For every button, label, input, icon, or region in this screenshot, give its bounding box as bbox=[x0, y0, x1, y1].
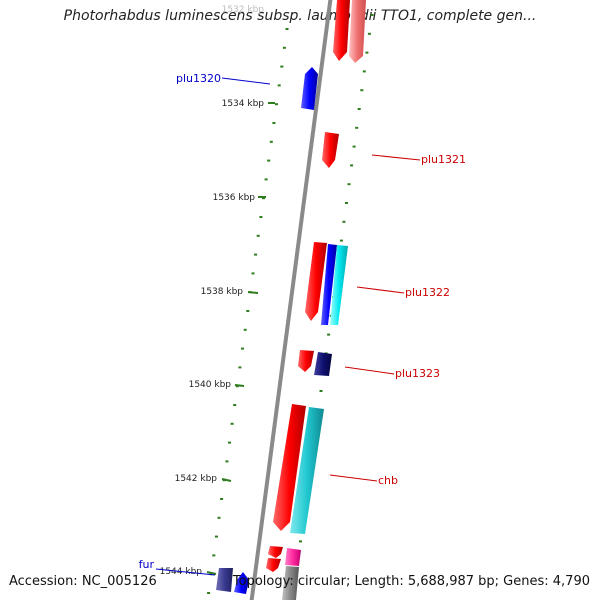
tick-dot bbox=[267, 159, 271, 162]
tick-dot bbox=[345, 202, 348, 204]
tick-dot bbox=[275, 103, 278, 106]
tick-dot bbox=[214, 535, 218, 538]
tick-dot bbox=[282, 46, 286, 49]
tick-dot bbox=[299, 540, 302, 543]
gene-label-chb[interactable]: chb bbox=[378, 474, 398, 487]
tick-dot bbox=[355, 126, 359, 129]
gene-arrow-chb-teal[interactable] bbox=[290, 407, 324, 534]
gene-arrow-bottom-red-b[interactable] bbox=[266, 558, 281, 572]
leader-lines bbox=[155, 77, 421, 576]
tick-dot bbox=[280, 65, 284, 68]
gene-label-plu1323[interactable]: plu1323 bbox=[395, 367, 440, 380]
leader-plu1323 bbox=[344, 366, 395, 375]
leader-plu1321 bbox=[371, 154, 421, 161]
tick-dot bbox=[251, 272, 255, 275]
tick-dot bbox=[272, 122, 276, 124]
gene-arrow-plu1320[interactable] bbox=[301, 67, 318, 110]
gene-arrow-top-red[interactable] bbox=[333, 0, 350, 61]
gene-arrow-fur-adjacent[interactable] bbox=[216, 568, 233, 592]
tick-label: 1542 kbp bbox=[175, 474, 218, 484]
gene-arrow-plu1322-red[interactable] bbox=[305, 242, 327, 321]
tick-dot bbox=[241, 347, 244, 350]
tick-dot bbox=[262, 197, 265, 200]
gene-label-fur[interactable]: fur bbox=[139, 558, 155, 571]
topology-text: Topology: circular; Length: 5,688,987 bp… bbox=[232, 574, 590, 589]
gene-arrow-plu1322-cyan[interactable] bbox=[330, 245, 348, 325]
gene-arrow-plu1323-navy[interactable] bbox=[314, 352, 332, 376]
tick-dot bbox=[246, 310, 250, 312]
gene-label-plu1322[interactable]: plu1322 bbox=[405, 286, 450, 299]
tick-dot bbox=[243, 328, 247, 331]
tick-marks bbox=[206, 102, 275, 575]
tick-dot bbox=[259, 216, 263, 218]
genome-backbone bbox=[249, 0, 333, 600]
tick-dot bbox=[342, 220, 346, 223]
tick-dot bbox=[319, 390, 323, 392]
gene-arrow-bottom-gray[interactable] bbox=[282, 566, 299, 600]
tick-label: 1534 kbp bbox=[222, 99, 265, 109]
tick-dot bbox=[212, 554, 216, 557]
gene-arrow-bottom-magenta[interactable] bbox=[285, 548, 301, 566]
gene-arrow-chb-red[interactable] bbox=[273, 404, 306, 531]
tick-dot bbox=[254, 253, 258, 256]
tick-dot bbox=[357, 108, 361, 110]
tick-labels: 1532 kbp 1534 kbp 1536 kbp 1538 kbp 1540… bbox=[160, 5, 265, 577]
gene-arrow-top-pink[interactable] bbox=[349, 0, 366, 63]
gene-arrow-bottom-red-a[interactable] bbox=[268, 546, 283, 558]
tick-dot bbox=[233, 404, 237, 406]
tick-label: 1536 kbp bbox=[213, 193, 256, 203]
gene-arrow-plu1322-blue[interactable] bbox=[321, 244, 337, 325]
gene-label-plu1320[interactable]: plu1320 bbox=[176, 72, 221, 85]
leader-chb bbox=[329, 474, 378, 482]
gene-arrow-plu1323-red[interactable] bbox=[298, 350, 314, 372]
leader-fur bbox=[155, 568, 216, 576]
tick-label: 1538 kbp bbox=[201, 287, 244, 297]
tick-dot bbox=[352, 145, 356, 148]
leader-plu1320 bbox=[221, 77, 271, 85]
genes-reverse bbox=[266, 0, 366, 600]
tick-dot bbox=[269, 140, 273, 143]
tick-dot bbox=[207, 592, 211, 594]
tick-dot bbox=[277, 84, 281, 87]
leader-plu1322 bbox=[356, 286, 405, 294]
gene-arrow-fur[interactable] bbox=[234, 572, 249, 594]
gene-labels: plu1320 plu1321 plu1322 plu1323 chb fur bbox=[139, 72, 466, 571]
tick-dot bbox=[230, 422, 234, 425]
tick-dot bbox=[367, 32, 371, 35]
tick-label: 1532 kbp bbox=[222, 5, 265, 15]
tick-dot bbox=[360, 89, 364, 92]
gene-arrow-plu1321[interactable] bbox=[322, 132, 339, 168]
genes-forward bbox=[216, 67, 318, 594]
tick-dot bbox=[256, 234, 260, 237]
tick-dot bbox=[327, 333, 331, 336]
gene-label-plu1321[interactable]: plu1321 bbox=[421, 153, 466, 166]
tick-dot bbox=[370, 14, 374, 16]
map-title: Photorhabdus luminescens subsp. laumondi… bbox=[63, 8, 537, 24]
tick-dot bbox=[264, 178, 268, 181]
tick-dot bbox=[220, 498, 224, 500]
tick-dot bbox=[238, 366, 242, 369]
tick-dot bbox=[228, 441, 231, 444]
tick-dot bbox=[285, 28, 289, 30]
tick-label: 1540 kbp bbox=[189, 380, 232, 390]
tick-dot bbox=[217, 516, 221, 519]
tick-dot bbox=[350, 164, 354, 167]
tick-dot bbox=[365, 51, 369, 54]
tick-dot bbox=[225, 460, 229, 463]
tick-dot bbox=[347, 183, 351, 186]
tick-dot bbox=[339, 239, 343, 242]
accession-text: Accession: NC_005126 bbox=[9, 574, 157, 589]
tick-dot bbox=[362, 70, 366, 73]
